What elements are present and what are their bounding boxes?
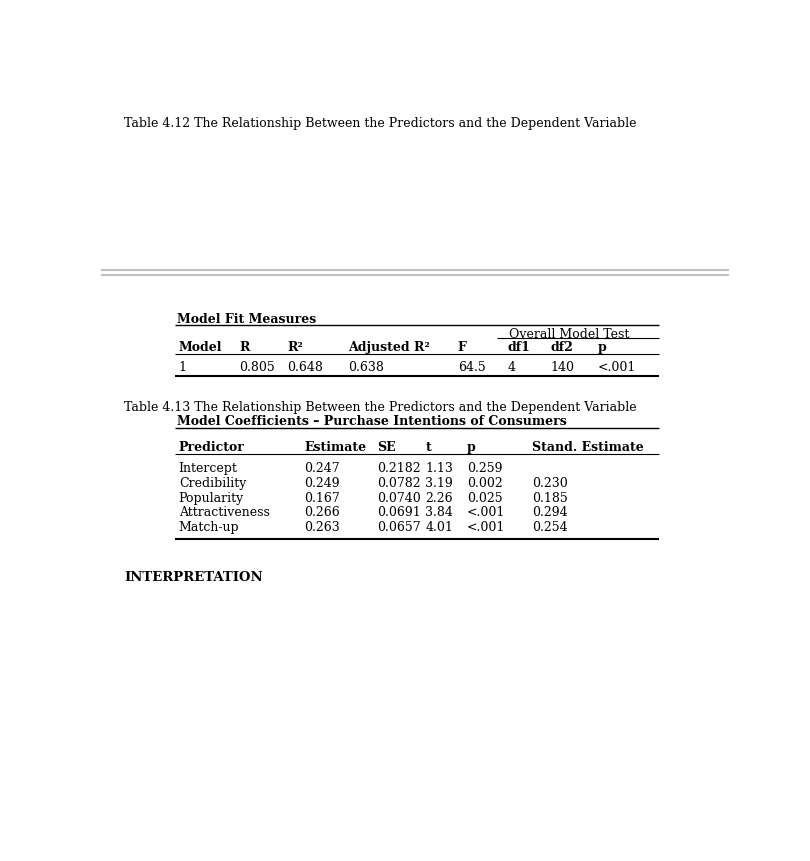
- Text: 0.230: 0.230: [532, 476, 568, 489]
- Text: Model Coefficients – Purchase Intentions of Consumers: Model Coefficients – Purchase Intentions…: [177, 415, 567, 428]
- Text: 4.01: 4.01: [425, 520, 453, 533]
- Text: 0.805: 0.805: [239, 361, 275, 374]
- Text: 0.638: 0.638: [347, 361, 384, 374]
- Text: 0.167: 0.167: [305, 491, 340, 504]
- Text: 0.0691: 0.0691: [377, 505, 421, 518]
- Text: df2: df2: [551, 341, 573, 354]
- Text: 0.247: 0.247: [305, 461, 340, 474]
- Text: 0.002: 0.002: [467, 476, 503, 489]
- Text: Model Fit Measures: Model Fit Measures: [177, 313, 317, 325]
- Text: 3.84: 3.84: [425, 505, 453, 518]
- Text: Intercept: Intercept: [179, 461, 237, 474]
- Text: 0.266: 0.266: [305, 505, 340, 518]
- Text: 0.259: 0.259: [467, 461, 502, 474]
- Text: R²: R²: [288, 341, 303, 354]
- Text: Overall Model Test: Overall Model Test: [509, 328, 629, 341]
- Text: t: t: [425, 440, 431, 453]
- Text: 0.2182: 0.2182: [377, 461, 420, 474]
- Text: Credibility: Credibility: [179, 476, 246, 489]
- Text: <.001: <.001: [597, 361, 636, 374]
- Text: <.001: <.001: [467, 505, 505, 518]
- Text: Match-up: Match-up: [179, 520, 240, 533]
- Text: 0.185: 0.185: [532, 491, 568, 504]
- Text: INTERPRETATION: INTERPRETATION: [125, 570, 263, 583]
- Text: R: R: [239, 341, 249, 354]
- Text: 0.0740: 0.0740: [377, 491, 421, 504]
- Text: 1.13: 1.13: [425, 461, 453, 474]
- Text: Table 4.13 The Relationship Between the Predictors and the Dependent Variable: Table 4.13 The Relationship Between the …: [125, 401, 637, 414]
- Text: <.001: <.001: [467, 520, 505, 533]
- Text: df1: df1: [507, 341, 531, 354]
- Text: 0.254: 0.254: [532, 520, 568, 533]
- Text: 0.263: 0.263: [305, 520, 340, 533]
- Text: 140: 140: [551, 361, 575, 374]
- Text: 0.648: 0.648: [288, 361, 323, 374]
- Text: Predictor: Predictor: [179, 440, 245, 453]
- Text: 0.294: 0.294: [532, 505, 568, 518]
- Text: p: p: [597, 341, 606, 354]
- Text: Adjusted R²: Adjusted R²: [347, 341, 429, 354]
- Text: 3.19: 3.19: [425, 476, 453, 489]
- Text: 4: 4: [507, 361, 515, 374]
- Text: Table 4.12 The Relationship Between the Predictors and the Dependent Variable: Table 4.12 The Relationship Between the …: [125, 116, 637, 129]
- Text: 0.025: 0.025: [467, 491, 503, 504]
- Text: 0.0657: 0.0657: [377, 520, 420, 533]
- Text: Attractiveness: Attractiveness: [179, 505, 270, 518]
- Text: Estimate: Estimate: [305, 440, 366, 453]
- Text: Popularity: Popularity: [179, 491, 244, 504]
- Text: 1: 1: [179, 361, 187, 374]
- Text: Model: Model: [179, 341, 222, 354]
- Text: 0.249: 0.249: [305, 476, 340, 489]
- Text: 64.5: 64.5: [458, 361, 485, 374]
- Text: SE: SE: [377, 440, 396, 453]
- Text: Stand. Estimate: Stand. Estimate: [532, 440, 644, 453]
- Text: p: p: [467, 440, 475, 453]
- Text: F: F: [458, 341, 467, 354]
- Text: 0.0782: 0.0782: [377, 476, 420, 489]
- Text: 2.26: 2.26: [425, 491, 453, 504]
